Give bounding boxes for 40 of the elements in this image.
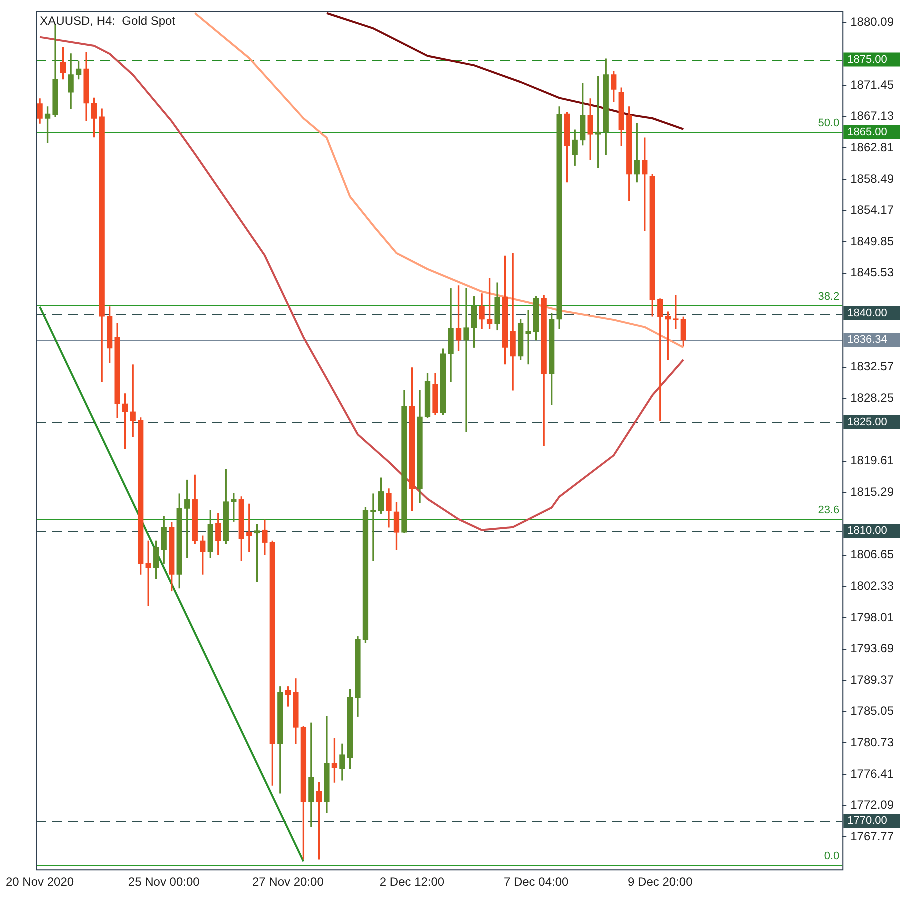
y-tick-label: 1789.37: [850, 672, 894, 687]
ref-line-label: 1770.00: [848, 815, 888, 828]
y-tick-label: 1776.41: [850, 766, 894, 781]
y-tick-label: 1862.81: [850, 140, 894, 154]
y-tick-label: 1871.45: [850, 78, 894, 92]
x-tick-label: 2 Dec 12:00: [380, 875, 445, 890]
x-tick-label: 7 Dec 04:00: [504, 875, 569, 890]
annotation: 50.0: [818, 118, 840, 130]
ref-line-label: 1825.00: [848, 416, 888, 428]
x-tick-label: 9 Dec 20:00: [628, 875, 694, 890]
annotation: 38.2: [818, 290, 840, 303]
y-tick-label: 1854.17: [850, 203, 894, 218]
y-tick-label: 1798.01: [850, 610, 894, 624]
y-tick-label: 1880.09: [850, 15, 894, 30]
ref-line-label: 1810.00: [848, 525, 888, 538]
x-tick-label: 27 Nov 20:00: [252, 875, 324, 890]
chart-title: XAUUSD, H4: Gold Spot: [40, 14, 176, 28]
y-tick-label: 1780.73: [850, 736, 894, 750]
annotation: 0.0: [824, 850, 840, 863]
y-tick-label: 1828.25: [850, 391, 894, 406]
y-tick-label: 1785.05: [850, 704, 894, 718]
y-tick-label: 1819.61: [850, 454, 894, 468]
ref-line-label: 1840.00: [848, 308, 888, 320]
x-tick-label: 20 Nov 2020: [6, 875, 74, 890]
ref-line-label: 1865.00: [848, 126, 888, 138]
ref-line-label: 1836.34: [848, 334, 888, 346]
ref-line-label: 1875.00: [848, 54, 888, 66]
x-tick-label: 25 Nov 00:00: [128, 875, 200, 890]
y-tick-label: 1802.33: [850, 578, 894, 593]
y-tick-label: 1832.57: [850, 360, 894, 374]
y-tick-label: 1767.77: [850, 830, 894, 844]
y-tick-label: 1772.09: [850, 798, 894, 812]
y-tick-label: 1858.49: [850, 172, 894, 186]
y-tick-label: 1845.53: [850, 266, 894, 280]
y-tick-label: 1815.29: [850, 484, 894, 499]
y-tick-label: 1849.85: [850, 234, 894, 248]
y-tick-label: 1867.13: [850, 109, 894, 124]
y-tick-label: 1806.65: [850, 548, 894, 562]
y-tick-label: 1793.69: [850, 642, 894, 656]
annotation: 23.6: [818, 504, 840, 517]
